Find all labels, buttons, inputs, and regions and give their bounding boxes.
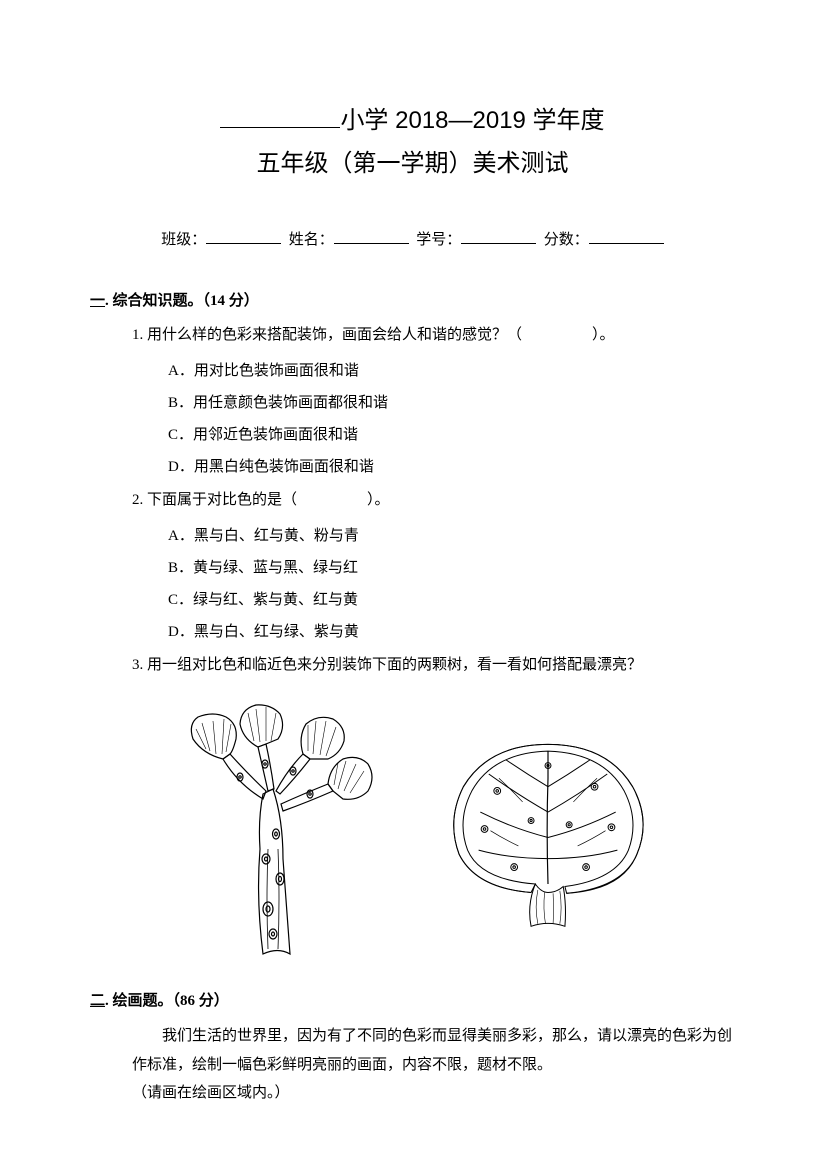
class-blank[interactable]	[206, 229, 281, 244]
tree-illustrations	[90, 699, 735, 959]
question-2: 2. 下面属于对比色的是（ ）。	[132, 487, 735, 514]
label-id: 学号：	[416, 232, 461, 248]
section2-note: （请画在绘画区域内。）	[132, 1079, 735, 1108]
q2-text: 2. 下面属于对比色的是（	[132, 492, 297, 508]
q2-option-b: B．黄与绿、蓝与黑、绿与红	[168, 556, 735, 580]
id-blank[interactable]	[461, 229, 536, 244]
section1-num: 一	[90, 293, 105, 309]
title-line1: 小学 2018—2019 学年度	[90, 100, 735, 135]
q1-text: 1. 用什么样的色彩来搭配装饰，画面会给人和谐的感觉？（	[132, 327, 522, 343]
title-line2: 五年级（第一学期）美术测试	[90, 143, 735, 178]
section2-body: 我们生活的世界里，因为有了不同的色彩而显得美丽多彩，那么，请以漂亮的色彩为创作标…	[132, 1022, 735, 1079]
label-class: 班级：	[161, 232, 206, 248]
section1-title-text: . 综合知识题。（14 分）	[105, 293, 259, 309]
q2-option-a: A．黑与白、红与黄、粉与青	[168, 524, 735, 548]
section2-title-text: . 绘画题。（86 分）	[105, 993, 229, 1009]
fan-1	[191, 714, 236, 759]
q1-option-b: B．用任意颜色装饰画面都很和谐	[168, 391, 735, 415]
school-blank[interactable]	[220, 108, 340, 128]
label-name: 姓名：	[289, 232, 334, 248]
label-score: 分数：	[544, 232, 589, 248]
q2-end: ）。	[367, 492, 390, 508]
question-1: 1. 用什么样的色彩来搭配装饰，画面会给人和谐的感觉？（ ）。	[132, 322, 735, 349]
question-3: 3. 用一组对比色和临近色来分别装饰下面的两颗树，看一看如何搭配最漂亮？	[132, 652, 735, 679]
q1-end: ）。	[592, 327, 615, 343]
name-blank[interactable]	[334, 229, 409, 244]
fan-2	[240, 705, 283, 747]
tree-left-icon	[168, 699, 388, 959]
q2-option-d: D．黑与白、红与绿、紫与黄	[168, 620, 735, 644]
score-blank[interactable]	[589, 229, 664, 244]
q2-option-c: C．绿与红、紫与黄、红与黄	[168, 588, 735, 612]
title-suffix: 小学 2018—2019 学年度	[340, 107, 604, 134]
q1-option-a: A．用对比色装饰画面很和谐	[168, 359, 735, 383]
fan-4	[328, 757, 372, 799]
section2-title: 二. 绘画题。（86 分）	[90, 989, 735, 1010]
student-info-line: 班级： 姓名： 学号： 分数：	[90, 228, 735, 249]
section2-num: 二	[90, 993, 105, 1009]
q1-option-d: D．用黑白纯色装饰画面很和谐	[168, 455, 735, 479]
section1-title: 一. 综合知识题。（14 分）	[90, 289, 735, 310]
q1-option-c: C．用邻近色装饰画面很和谐	[168, 423, 735, 447]
tree-right-icon	[438, 699, 658, 959]
fan-3	[301, 717, 344, 759]
